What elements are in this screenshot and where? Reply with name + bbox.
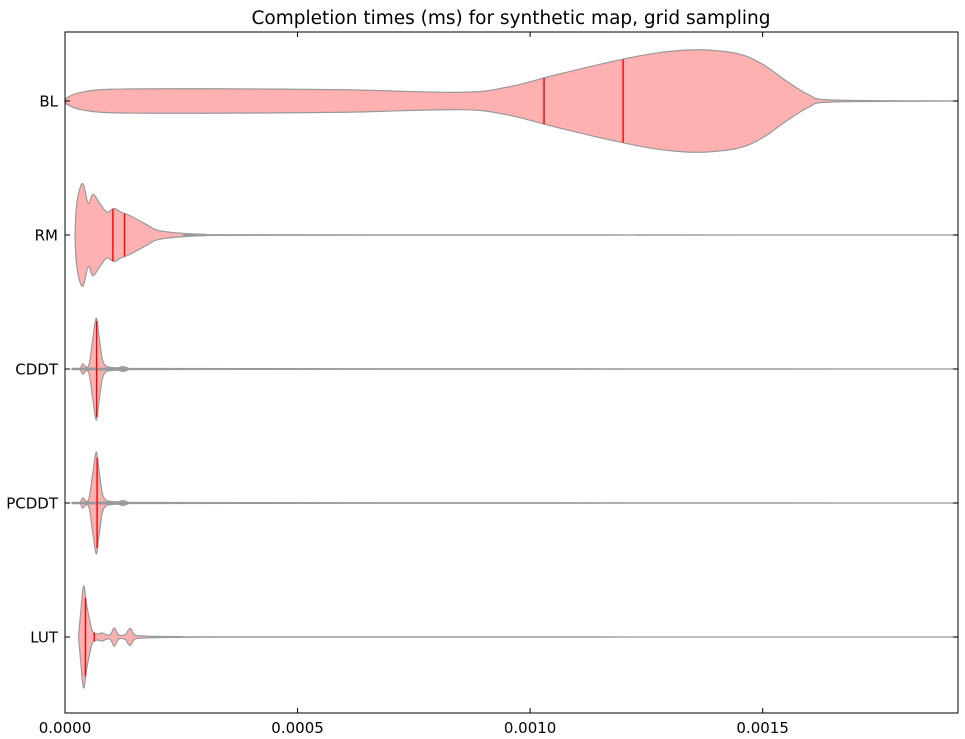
x-tick-label: 0.0015 — [736, 719, 789, 737]
violin-group — [65, 49, 959, 689]
y-axis: BL RM CDDT PCDDT LUT — [6, 93, 958, 647]
plot-frame — [64, 31, 959, 714]
x-axis: 0.0000 0.0005 0.0010 0.0015 — [39, 32, 789, 737]
chart-title: Completion times (ms) for synthetic map,… — [251, 8, 770, 29]
plot-background — [65, 32, 958, 713]
x-tick-label: 0.0005 — [271, 719, 324, 737]
y-tick-label: CDDT — [15, 361, 59, 379]
y-tick-label: BL — [39, 93, 58, 111]
y-tick-label: LUT — [30, 629, 59, 647]
y-tick-label: PCDDT — [6, 495, 59, 513]
y-tick-label: RM — [35, 227, 58, 245]
x-tick-label: 0.0000 — [39, 719, 92, 737]
x-tick-label: 0.0010 — [504, 719, 557, 737]
